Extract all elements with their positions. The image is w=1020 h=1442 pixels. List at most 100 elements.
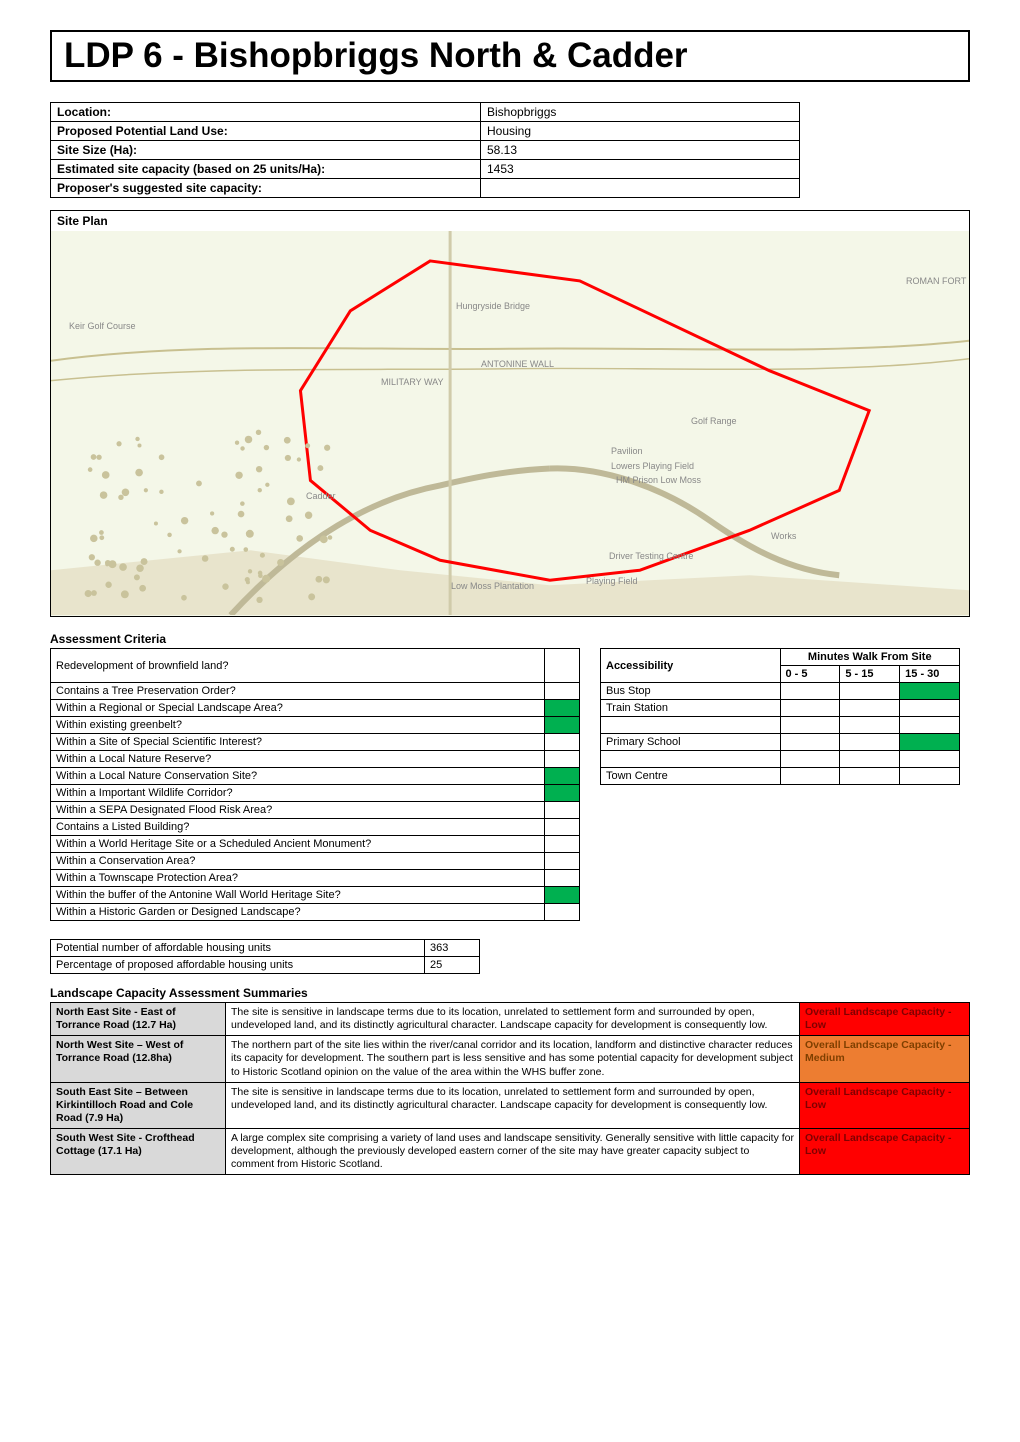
criteria-status	[545, 904, 580, 921]
criteria-question: Within a Townscape Protection Area?	[51, 870, 545, 887]
criteria-question: Redevelopment of brownfield land?	[51, 649, 545, 683]
landscape-desc: The site is sensitive in landscape terms…	[226, 1082, 800, 1128]
map-label: Works	[771, 531, 796, 541]
accessibility-header: Accessibility	[601, 649, 781, 683]
site-plan-map: Keir Golf CourseCadderANTONINE WALLHungr…	[51, 231, 969, 616]
criteria-question: Within a Site of Special Scientific Inte…	[51, 734, 545, 751]
landscape-capacity: Overall Landscape Capacity - Low	[800, 1003, 970, 1036]
affordable-value: 25	[425, 957, 480, 974]
map-label: Pavilion	[611, 446, 643, 456]
table-row: Bus Stop	[601, 683, 960, 700]
table-row: Within the buffer of the Antonine Wall W…	[51, 887, 580, 904]
criteria-question: Within existing greenbelt?	[51, 717, 545, 734]
accessibility-cell	[780, 768, 840, 785]
table-row: Proposed Potential Land Use:Housing	[51, 122, 800, 141]
accessibility-cell	[900, 717, 960, 734]
map-label: Hungryside Bridge	[456, 301, 530, 311]
criteria-status	[545, 870, 580, 887]
criteria-status	[545, 853, 580, 870]
accessibility-cell	[780, 734, 840, 751]
table-row: Potential number of affordable housing u…	[51, 940, 480, 957]
landscape-desc: A large complex site comprising a variet…	[226, 1129, 800, 1175]
table-row: Within a Local Nature Reserve?	[51, 751, 580, 768]
affordable-value: 363	[425, 940, 480, 957]
accessibility-label: Bus Stop	[601, 683, 781, 700]
table-row: Proposer's suggested site capacity:	[51, 179, 800, 198]
criteria-status	[545, 768, 580, 785]
accessibility-label: Town Centre	[601, 768, 781, 785]
table-row: Site Size (Ha):58.13	[51, 141, 800, 160]
accessibility-cell	[840, 768, 900, 785]
landscape-site: North West Site – West of Torrance Road …	[51, 1036, 226, 1082]
criteria-question: Within a Important Wildlife Corridor?	[51, 785, 545, 802]
table-row: Redevelopment of brownfield land?	[51, 649, 580, 683]
table-row: Within a Site of Special Scientific Inte…	[51, 734, 580, 751]
criteria-status	[545, 683, 580, 700]
table-row: Within a Townscape Protection Area?	[51, 870, 580, 887]
criteria-question: Within a Local Nature Reserve?	[51, 751, 545, 768]
table-row: Percentage of proposed affordable housin…	[51, 957, 480, 974]
accessibility-label: Primary School	[601, 734, 781, 751]
info-value: 58.13	[481, 141, 800, 160]
info-table: Location:BishopbriggsProposed Potential …	[50, 102, 800, 198]
map-label: Low Moss Plantation	[451, 581, 534, 591]
table-row	[601, 751, 960, 768]
accessibility-cell	[840, 751, 900, 768]
criteria-status	[545, 836, 580, 853]
criteria-status	[545, 802, 580, 819]
page-title: LDP 6 - Bishopbriggs North & Cadder	[64, 36, 956, 76]
accessibility-cell	[780, 700, 840, 717]
map-label: HM Prison Low Moss	[616, 475, 701, 485]
criteria-question: Within a Conservation Area?	[51, 853, 545, 870]
table-row: Contains a Tree Preservation Order?	[51, 683, 580, 700]
criteria-question: Within a World Heritage Site or a Schedu…	[51, 836, 545, 853]
landscape-site: North East Site - East of Torrance Road …	[51, 1003, 226, 1036]
table-row: Within a Historic Garden or Designed Lan…	[51, 904, 580, 921]
criteria-question: Within a Regional or Special Landscape A…	[51, 700, 545, 717]
accessibility-cell	[780, 717, 840, 734]
map-label: ANTONINE WALL	[481, 359, 554, 369]
table-row: Within a Local Nature Conservation Site?	[51, 768, 580, 785]
info-value: 1453	[481, 160, 800, 179]
map-label: Driver Testing Centre	[609, 551, 693, 561]
landscape-desc: The site is sensitive in landscape terms…	[226, 1003, 800, 1036]
accessibility-cell	[900, 768, 960, 785]
site-plan-label: Site Plan	[51, 211, 969, 231]
map-label: Cadder	[306, 491, 336, 501]
accessibility-column: 0 - 5	[780, 666, 840, 683]
criteria-status	[545, 819, 580, 836]
accessibility-column: 15 - 30	[900, 666, 960, 683]
affordable-label: Potential number of affordable housing u…	[51, 940, 425, 957]
table-row: Within existing greenbelt?	[51, 717, 580, 734]
criteria-question: Within a Local Nature Conservation Site?	[51, 768, 545, 785]
accessibility-column: 5 - 15	[840, 666, 900, 683]
info-label: Estimated site capacity (based on 25 uni…	[51, 160, 481, 179]
affordable-table: Potential number of affordable housing u…	[50, 939, 480, 974]
accessibility-cell	[900, 734, 960, 751]
table-row: Primary School	[601, 734, 960, 751]
table-row: Within a Conservation Area?	[51, 853, 580, 870]
map-label: MILITARY WAY	[381, 377, 444, 387]
accessibility-cell	[840, 734, 900, 751]
accessibility-cell	[840, 683, 900, 700]
table-row: Contains a Listed Building?	[51, 819, 580, 836]
table-row: Within a Regional or Special Landscape A…	[51, 700, 580, 717]
info-label: Proposed Potential Land Use:	[51, 122, 481, 141]
criteria-question: Within a SEPA Designated Flood Risk Area…	[51, 802, 545, 819]
table-row: Within a SEPA Designated Flood Risk Area…	[51, 802, 580, 819]
accessibility-label	[601, 717, 781, 734]
criteria-status	[545, 649, 580, 683]
criteria-question: Contains a Listed Building?	[51, 819, 545, 836]
criteria-heading: Assessment Criteria	[50, 632, 970, 646]
accessibility-subheader: Minutes Walk From Site	[780, 649, 960, 666]
site-plan-box: Site Plan Keir Golf CourseCadderANTONINE…	[50, 210, 970, 617]
map-label: Golf Range	[691, 416, 737, 426]
table-row: South East Site – Between Kirkintilloch …	[51, 1082, 970, 1128]
landscape-capacity: Overall Landscape Capacity - Medium	[800, 1036, 970, 1082]
accessibility-cell	[840, 717, 900, 734]
table-row: North West Site – West of Torrance Road …	[51, 1036, 970, 1082]
landscape-desc: The northern part of the site lies withi…	[226, 1036, 800, 1082]
landscape-site: South East Site – Between Kirkintilloch …	[51, 1082, 226, 1128]
table-row: Within a Important Wildlife Corridor?	[51, 785, 580, 802]
criteria-status	[545, 717, 580, 734]
